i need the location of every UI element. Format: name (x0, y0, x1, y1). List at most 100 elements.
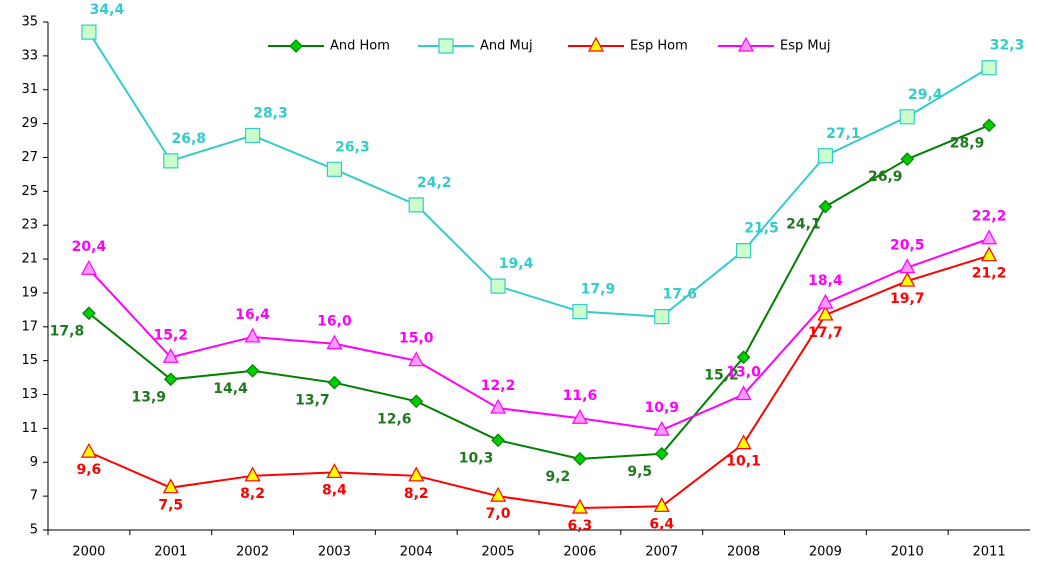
data-point (162, 478, 179, 494)
data-point (408, 466, 425, 482)
data-point (900, 152, 915, 167)
data-label: 9,6 (77, 462, 102, 478)
data-point (244, 327, 261, 343)
series-line (88, 31, 990, 318)
data-point (326, 161, 343, 177)
data-point (654, 446, 669, 461)
legend-marker (587, 36, 605, 52)
y-tick-label: 31 (21, 82, 38, 97)
data-point (82, 306, 96, 321)
data-label: 28,9 (950, 135, 985, 151)
data-point (981, 229, 998, 245)
y-tick-label: 13 (21, 387, 38, 402)
data-label: 15,2 (704, 367, 739, 383)
data-label: 13,0 (726, 365, 761, 381)
legend-label: Esp Muj (780, 39, 830, 54)
x-tick-label: 2000 (72, 545, 105, 560)
data-point (491, 433, 505, 448)
data-point (327, 375, 342, 390)
data-point (163, 153, 179, 169)
x-tick-label: 2003 (318, 545, 351, 560)
legend-marker (438, 38, 454, 54)
y-tick-label: 33 (21, 48, 38, 63)
data-point (654, 309, 670, 325)
data-point (899, 109, 915, 125)
y-tick-label: 25 (21, 184, 38, 199)
data-label: 26,9 (868, 169, 903, 185)
y-tick-label: 11 (21, 421, 38, 436)
data-point (981, 246, 998, 262)
y-tick-label: 35 (21, 15, 38, 30)
x-tick-label: 2002 (236, 545, 269, 560)
data-point (817, 148, 834, 164)
y-tick-label: 23 (21, 218, 38, 233)
y-tick-label: 5 (30, 523, 38, 538)
data-point (572, 303, 588, 320)
y-tick-label: 27 (21, 150, 38, 165)
data-label: 17,6 (662, 287, 697, 303)
data-point (490, 398, 507, 414)
data-label: 22,2 (972, 209, 1007, 225)
y-tick-label: 29 (21, 116, 38, 131)
y-tick-label: 7 (30, 489, 38, 504)
data-point (326, 334, 343, 350)
data-label: 13,9 (131, 389, 166, 405)
data-label: 7,0 (486, 506, 511, 522)
data-label: 20,4 (72, 239, 107, 255)
data-label: 17,9 (581, 282, 616, 298)
data-point (81, 24, 97, 40)
data-point (571, 498, 588, 514)
legend-label: Esp Hom (630, 39, 688, 54)
series-line (88, 254, 990, 509)
data-point (244, 127, 261, 144)
data-label: 11,6 (563, 388, 598, 404)
data-label: 26,8 (171, 131, 206, 147)
data-label: 21,5 (744, 221, 779, 237)
data-label: 34,4 (90, 2, 125, 18)
data-label: 12,2 (481, 378, 516, 394)
data-label: 28,3 (253, 105, 288, 121)
x-tick-label: 2007 (645, 545, 678, 560)
data-label: 15,0 (399, 331, 434, 347)
data-label: 18,4 (808, 273, 843, 289)
data-label: 16,0 (317, 314, 352, 330)
data-label: 27,1 (826, 126, 861, 142)
y-tick-label: 9 (30, 455, 38, 470)
data-point (573, 452, 587, 466)
x-tick-label: 2005 (482, 545, 515, 560)
data-point (899, 258, 916, 274)
legend-label: And Muj (480, 39, 533, 54)
data-point (162, 348, 179, 363)
data-point (981, 60, 997, 76)
data-point (817, 305, 834, 321)
data-point (735, 434, 752, 450)
data-label: 6,4 (649, 516, 674, 532)
y-tick-label: 15 (21, 353, 38, 368)
data-point (245, 363, 260, 378)
data-label: 7,5 (158, 498, 183, 514)
data-label: 26,3 (335, 139, 370, 155)
data-label: 17,8 (50, 323, 85, 339)
y-tick-label: 17 (21, 319, 38, 334)
data-point (409, 394, 424, 409)
data-point (326, 463, 343, 479)
data-point (80, 259, 97, 275)
data-label: 10,3 (459, 450, 494, 466)
data-point (408, 197, 424, 213)
data-label: 15,2 (153, 327, 188, 343)
data-point (653, 497, 670, 512)
data-point (80, 442, 97, 458)
x-tick-label: 2004 (400, 545, 433, 560)
legend-marker (289, 39, 303, 53)
data-point (899, 271, 916, 287)
data-label: 16,4 (235, 307, 270, 323)
data-label: 9,5 (627, 464, 652, 480)
data-label: 10,9 (644, 400, 679, 416)
data-point (982, 118, 996, 133)
x-tick-label: 2008 (727, 545, 760, 560)
data-label: 24,2 (417, 175, 452, 191)
series-line (88, 124, 990, 460)
data-point (490, 278, 506, 294)
data-label: 8,2 (240, 486, 265, 502)
data-label: 10,1 (726, 454, 761, 470)
